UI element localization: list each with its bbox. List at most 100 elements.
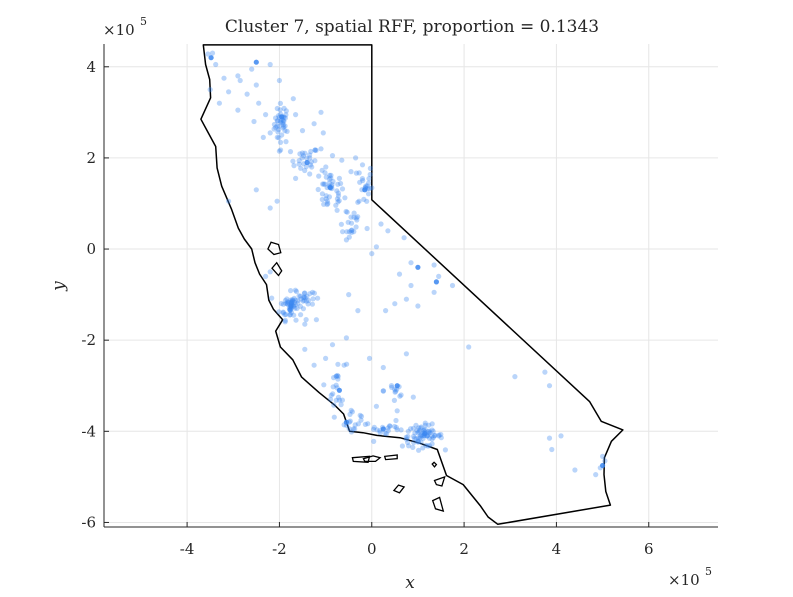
data-point [319, 167, 325, 173]
data-point [296, 158, 302, 164]
data-point [302, 321, 308, 327]
data-point [288, 297, 294, 303]
data-point [271, 121, 277, 128]
data-point [301, 297, 307, 303]
data-point [282, 128, 288, 134]
data-point [267, 61, 273, 68]
data-point [393, 417, 399, 424]
data-point [319, 196, 325, 203]
data-point [300, 153, 307, 159]
island-outline [433, 475, 446, 487]
data-point [295, 297, 301, 304]
data-point [380, 426, 386, 432]
data-point [330, 384, 336, 390]
data-point [392, 389, 398, 395]
data-point [275, 118, 281, 124]
data-point [284, 300, 290, 307]
island-outline [362, 455, 382, 463]
data-point [394, 408, 400, 414]
data-point [432, 433, 438, 439]
data-point [263, 112, 269, 118]
data-point [274, 118, 280, 124]
island-outline [271, 261, 283, 277]
data-point [410, 444, 416, 450]
data-point [307, 171, 313, 177]
data-point [335, 199, 341, 205]
y-exponent-base: ×10 [103, 21, 135, 39]
data-point [323, 164, 329, 170]
data-point [299, 150, 305, 156]
data-point [413, 436, 419, 442]
data-point [226, 89, 232, 95]
data-point [403, 436, 410, 442]
data-point [394, 427, 400, 433]
island-outline [392, 484, 406, 494]
axes-box [103, 44, 718, 528]
data-point [263, 273, 269, 279]
data-point [422, 420, 428, 426]
data-point [290, 298, 296, 304]
data-point [413, 422, 419, 428]
chart-title: Cluster 7, spatial RFF, proportion = 0.1… [225, 17, 599, 37]
y-tick-label: -2 [81, 331, 96, 349]
data-point [403, 434, 409, 440]
data-point [335, 190, 341, 196]
data-point [276, 135, 282, 141]
data-point [326, 194, 332, 200]
data-point [307, 291, 313, 297]
data-point [326, 180, 332, 186]
data-point [348, 407, 354, 413]
data-point [327, 184, 333, 191]
data-point [327, 172, 333, 178]
data-point [338, 402, 344, 408]
data-point [280, 309, 286, 315]
data-point [301, 295, 307, 301]
data-point [397, 393, 403, 399]
data-point [341, 362, 347, 368]
data-point [600, 453, 606, 459]
data-point [353, 224, 359, 230]
data-point [415, 439, 421, 445]
y-exponent-power: 5 [140, 15, 147, 28]
data-point [406, 443, 412, 449]
data-point [275, 129, 281, 135]
data-point [282, 297, 288, 304]
data-point [335, 394, 342, 400]
data-point [361, 196, 367, 202]
data-point [415, 264, 421, 270]
data-point [542, 369, 548, 375]
data-point [417, 433, 423, 439]
data-point [348, 169, 354, 175]
data-point [288, 299, 294, 305]
data-point [311, 290, 317, 296]
island-outline [431, 461, 438, 468]
data-point [309, 289, 316, 295]
data-point [415, 303, 421, 309]
data-point [274, 134, 280, 140]
data-point [249, 66, 255, 72]
data-point [302, 150, 308, 156]
data-point [403, 351, 409, 357]
data-point [438, 431, 444, 438]
data-point [367, 171, 373, 178]
data-point [319, 191, 325, 197]
data-point [366, 355, 373, 361]
x-exponent-label: ×10 5 [668, 565, 712, 589]
data-point [331, 375, 337, 381]
data-point [415, 435, 421, 441]
data-point [354, 217, 360, 223]
data-point [307, 155, 313, 161]
data-point [433, 279, 439, 285]
data-point [392, 301, 398, 307]
data-point [290, 96, 296, 102]
data-point [298, 165, 304, 171]
x-axis-label: x [405, 573, 415, 593]
data-point [283, 300, 289, 306]
data-point [357, 179, 363, 185]
data-point [320, 130, 326, 136]
data-point [298, 312, 304, 318]
data-point [449, 282, 456, 289]
data-point [285, 299, 291, 305]
data-point [276, 148, 282, 154]
data-point [274, 198, 280, 204]
